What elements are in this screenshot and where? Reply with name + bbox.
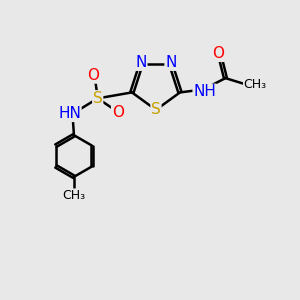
- Text: S: S: [93, 91, 103, 106]
- Text: O: O: [87, 68, 99, 83]
- Text: O: O: [212, 46, 224, 61]
- Text: N: N: [135, 55, 147, 70]
- Text: CH₃: CH₃: [62, 189, 86, 202]
- Text: NH: NH: [193, 84, 216, 99]
- Text: N: N: [165, 55, 176, 70]
- Text: O: O: [112, 105, 124, 120]
- Text: CH₃: CH₃: [244, 78, 267, 91]
- Text: S: S: [151, 102, 161, 117]
- Text: HN: HN: [58, 106, 81, 121]
